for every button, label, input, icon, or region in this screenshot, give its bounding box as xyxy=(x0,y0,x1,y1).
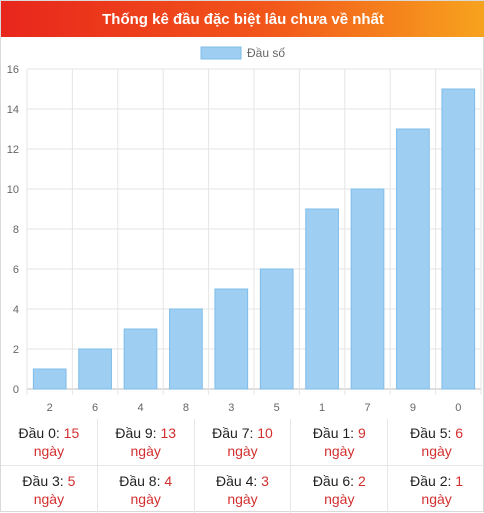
stat-value: 10 xyxy=(257,425,273,441)
x-tick-label: 4 xyxy=(137,402,143,414)
stat-cell: Đầu 2: 1 ngày xyxy=(388,466,484,513)
stat-cell: Đầu 8: 4 ngày xyxy=(98,466,195,513)
stat-unit: ngày xyxy=(324,490,355,507)
x-tick-label: 8 xyxy=(183,402,189,414)
stat-label: Đầu 3: xyxy=(22,472,64,489)
bar xyxy=(305,208,339,390)
y-tick-label: 10 xyxy=(7,184,19,196)
y-tick-label: 6 xyxy=(13,264,19,276)
legend-label: Đầu số xyxy=(247,46,285,60)
stat-value: 15 xyxy=(63,425,80,441)
x-tick-label: 0 xyxy=(455,402,461,414)
stat-label: Đầu 0: xyxy=(18,425,60,441)
stat-cell: Đầu 1: 9 ngày xyxy=(291,419,389,466)
stat-cell: Đầu 7: 10 ngày xyxy=(194,419,292,466)
bar xyxy=(32,368,67,390)
stat-unit: ngày xyxy=(227,490,258,507)
y-tick-label: 12 xyxy=(7,144,19,156)
y-tick-label: 14 xyxy=(7,104,19,116)
stat-label: Đầu 6: xyxy=(312,472,355,489)
stat-label: Đầu 4: xyxy=(216,472,258,489)
stat-unit: ngày xyxy=(33,490,65,507)
stat-label: Đầu 9: xyxy=(115,425,157,441)
stat-value: 9 xyxy=(357,425,366,441)
bar xyxy=(441,88,476,390)
y-tick-label: 2 xyxy=(13,344,19,356)
stat-value: 13 xyxy=(160,425,177,441)
stat-label: Đầu 5: xyxy=(410,425,452,441)
y-tick-label: 16 xyxy=(7,64,19,76)
stat-label: Đầu 2: xyxy=(410,472,452,489)
y-tick-label: 8 xyxy=(13,224,19,236)
legend-swatch xyxy=(200,46,242,60)
stat-value: 6 xyxy=(455,425,464,441)
y-tick-label: 0 xyxy=(13,384,19,396)
stat-cell: Đầu 4: 3 ngày xyxy=(195,466,292,513)
page-title: Thống kê đầu đặc biệt lâu chưa về nhất xyxy=(1,1,484,37)
stat-unit: ngày xyxy=(421,443,452,459)
stat-cell: Đầu 9: 13 ngày xyxy=(97,419,195,466)
stats-grid: Đầu 0: 15 ngày Đầu 9: 13 ngày Đầu 7: 10 … xyxy=(1,419,484,513)
x-tick-label: 3 xyxy=(228,402,234,414)
stat-unit: ngày xyxy=(33,443,65,459)
stat-cell: Đầu 5: 6 ngày xyxy=(388,419,484,466)
bar xyxy=(169,308,203,390)
x-tick-label: 6 xyxy=(92,402,98,414)
x-tick-label: 2 xyxy=(47,402,53,414)
stat-value: 2 xyxy=(357,472,366,489)
stat-unit: ngày xyxy=(421,490,452,507)
stat-cell: Đầu 3: 5 ngày xyxy=(1,466,98,513)
bar xyxy=(396,128,430,390)
bar xyxy=(350,188,385,390)
x-tick-label: 9 xyxy=(410,402,416,414)
bar xyxy=(214,288,249,390)
stat-cell: Đầu 0: 15 ngày xyxy=(1,419,98,466)
y-tick-label: 4 xyxy=(13,304,19,316)
stat-value: 1 xyxy=(455,472,464,489)
stat-label: Đầu 7: xyxy=(212,425,254,441)
stat-value: 4 xyxy=(164,472,173,489)
stat-value: 5 xyxy=(67,472,76,489)
x-tick-label: 5 xyxy=(274,402,280,414)
stat-unit: ngày xyxy=(130,490,161,507)
stat-label: Đầu 8: xyxy=(119,472,161,489)
stat-unit: ngày xyxy=(227,443,258,459)
bar-chart: Đầu số 0 2 4 6 8 10 12 14 16 2 6 4 8 3 5 1 7 9 0 xyxy=(1,37,484,419)
bar xyxy=(123,328,158,390)
bar xyxy=(78,348,112,390)
stat-unit: ngày xyxy=(130,443,161,459)
bar xyxy=(259,268,294,390)
stat-unit: ngày xyxy=(324,443,355,459)
chart-svg: Đầu số 0 2 4 6 8 10 12 14 16 2 6 4 8 3 5 1 7 9 0 xyxy=(7,46,482,414)
x-tick-label: 1 xyxy=(319,402,325,414)
x-tick-label: 7 xyxy=(364,402,370,414)
stat-value: 3 xyxy=(261,472,269,489)
stat-cell: Đầu 6: 2 ngày xyxy=(291,466,389,513)
stat-label: Đầu 1: xyxy=(312,425,355,441)
